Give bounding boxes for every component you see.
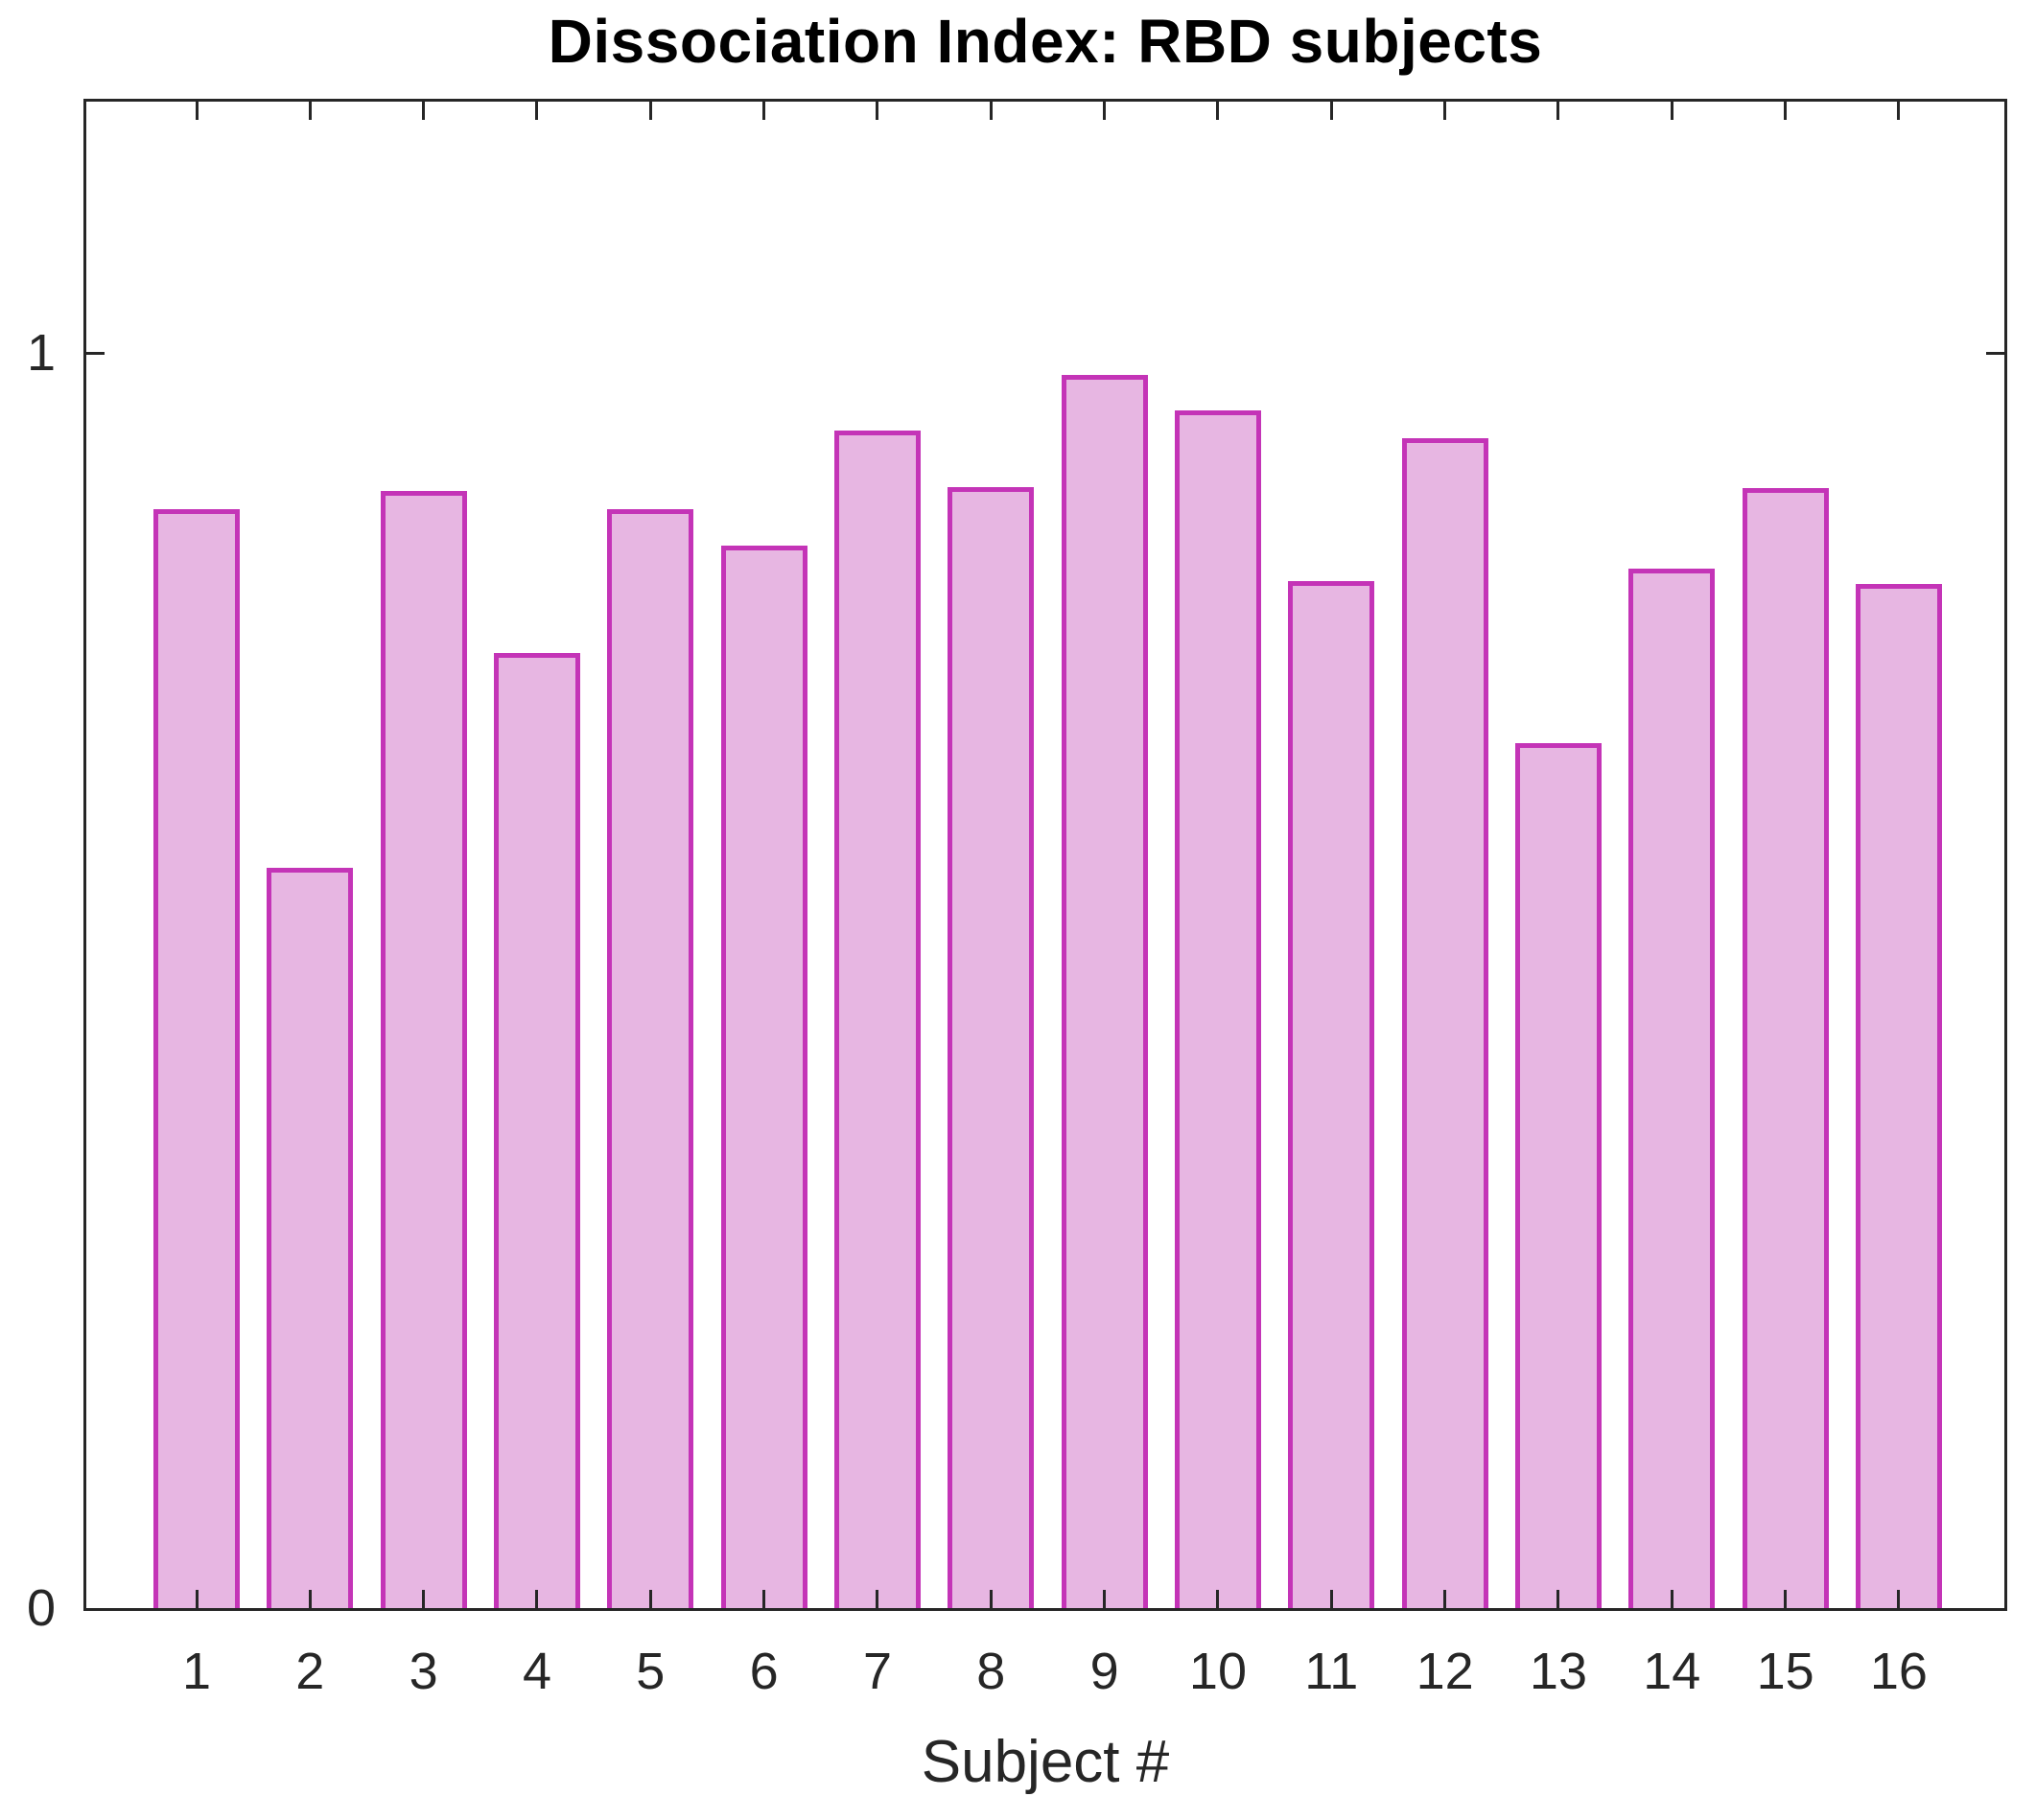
x-tick-label: 8 bbox=[976, 1643, 1006, 1700]
x-tick-label: 11 bbox=[1304, 1643, 1359, 1700]
bar bbox=[1174, 410, 1261, 1608]
bar bbox=[380, 491, 467, 1608]
x-tick-label: 16 bbox=[1869, 1643, 1928, 1700]
x-tick-bottom bbox=[422, 1590, 426, 1608]
bar bbox=[607, 509, 694, 1608]
x-tick-label: 3 bbox=[409, 1643, 438, 1700]
x-tick-bottom bbox=[648, 1590, 652, 1608]
x-tick-label: 13 bbox=[1529, 1643, 1587, 1700]
x-tick-bottom bbox=[195, 1590, 199, 1608]
x-tick-label: 1 bbox=[181, 1643, 212, 1700]
x-tick-top bbox=[422, 102, 426, 120]
x-tick-bottom bbox=[1897, 1590, 1901, 1608]
bar bbox=[153, 509, 240, 1608]
bar bbox=[493, 653, 580, 1608]
x-tick-bottom bbox=[762, 1590, 766, 1608]
x-tick-top bbox=[1556, 102, 1560, 120]
x-tick-label: 10 bbox=[1188, 1643, 1247, 1700]
x-tick-top bbox=[1103, 102, 1107, 120]
x-tick-label: 12 bbox=[1416, 1643, 1474, 1700]
x-tick-top bbox=[1784, 102, 1788, 120]
x-tick-bottom bbox=[989, 1590, 993, 1608]
x-tick-top bbox=[648, 102, 652, 120]
x-tick-top bbox=[1897, 102, 1901, 120]
plot-area bbox=[83, 99, 2007, 1611]
y-tick-left bbox=[86, 351, 105, 355]
x-tick-bottom bbox=[308, 1590, 312, 1608]
x-tick-top bbox=[1670, 102, 1673, 120]
chart-title: Dissociation Index: RBD subjects bbox=[548, 7, 1543, 76]
x-tick-top bbox=[1216, 102, 1220, 120]
y-tick-label: 1 bbox=[26, 324, 56, 382]
x-tick-top bbox=[762, 102, 766, 120]
bar bbox=[1061, 375, 1148, 1608]
bar bbox=[833, 431, 921, 1608]
x-tick-label: 2 bbox=[295, 1643, 325, 1700]
x-tick-top bbox=[1329, 102, 1333, 120]
x-tick-label: 6 bbox=[749, 1643, 779, 1700]
bar bbox=[948, 487, 1035, 1608]
bar bbox=[1401, 438, 1488, 1608]
x-tick-bottom bbox=[1670, 1590, 1673, 1608]
bar bbox=[1514, 743, 1602, 1608]
x-tick-top bbox=[989, 102, 993, 120]
x-tick-bottom bbox=[876, 1590, 879, 1608]
y-tick-right bbox=[1986, 351, 2004, 355]
x-tick-bottom bbox=[535, 1590, 539, 1608]
x-tick-top bbox=[535, 102, 539, 120]
x-tick-bottom bbox=[1784, 1590, 1788, 1608]
x-tick-label: 5 bbox=[636, 1643, 666, 1700]
x-tick-label: 9 bbox=[1089, 1643, 1119, 1700]
x-tick-label: 7 bbox=[862, 1643, 892, 1700]
x-tick-label: 15 bbox=[1756, 1643, 1814, 1700]
bar bbox=[267, 868, 354, 1608]
x-tick-top bbox=[195, 102, 199, 120]
x-tick-bottom bbox=[1329, 1590, 1333, 1608]
x-tick-label: 4 bbox=[522, 1643, 551, 1700]
x-tick-top bbox=[1443, 102, 1447, 120]
bar bbox=[720, 546, 807, 1608]
bar bbox=[1855, 584, 1942, 1608]
x-tick-top bbox=[308, 102, 312, 120]
bar bbox=[1628, 569, 1716, 1608]
y-tick-label: 0 bbox=[26, 1579, 56, 1637]
x-tick-bottom bbox=[1443, 1590, 1447, 1608]
x-axis-label: Subject # bbox=[921, 1729, 1170, 1795]
bar bbox=[1742, 488, 1829, 1608]
x-tick-label: 14 bbox=[1643, 1643, 1701, 1700]
x-tick-bottom bbox=[1103, 1590, 1107, 1608]
x-tick-top bbox=[876, 102, 879, 120]
x-tick-bottom bbox=[1556, 1590, 1560, 1608]
bar bbox=[1288, 581, 1375, 1608]
x-tick-bottom bbox=[1216, 1590, 1220, 1608]
